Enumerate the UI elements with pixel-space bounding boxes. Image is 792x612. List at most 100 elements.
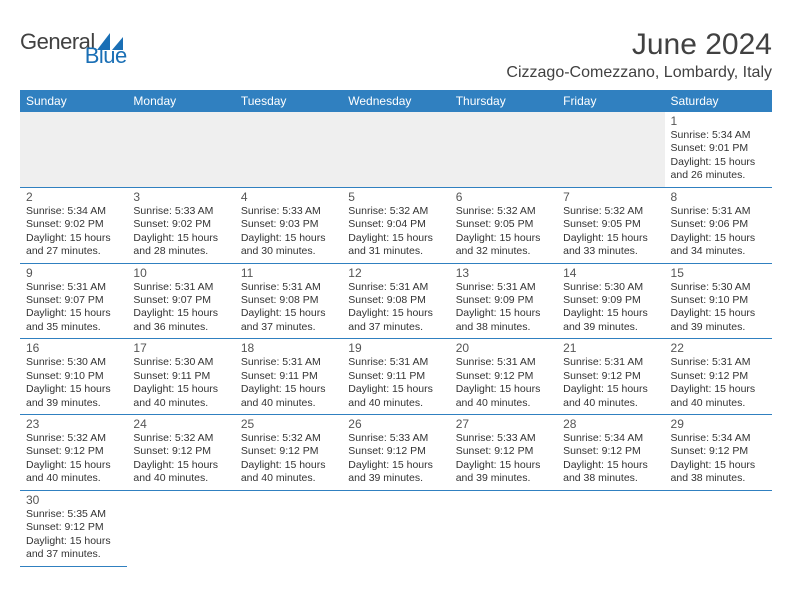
day-cell: 18Sunrise: 5:31 AMSunset: 9:11 PMDayligh… xyxy=(235,339,342,415)
day-cell: 30Sunrise: 5:35 AMSunset: 9:12 PMDayligh… xyxy=(20,490,127,566)
day-cell-empty xyxy=(342,112,449,187)
day-cell: 8Sunrise: 5:31 AMSunset: 9:06 PMDaylight… xyxy=(665,187,772,263)
weekday-header: Thursday xyxy=(450,90,557,112)
day-number: 30 xyxy=(26,493,121,507)
day-number: 17 xyxy=(133,341,228,355)
day-cell-empty xyxy=(342,490,449,566)
day-details: Sunrise: 5:32 AMSunset: 9:05 PMDaylight:… xyxy=(563,205,658,259)
day-details: Sunrise: 5:34 AMSunset: 9:01 PMDaylight:… xyxy=(671,129,766,183)
day-cell: 14Sunrise: 5:30 AMSunset: 9:09 PMDayligh… xyxy=(557,263,664,339)
calendar-row: 2Sunrise: 5:34 AMSunset: 9:02 PMDaylight… xyxy=(20,187,772,263)
day-cell: 29Sunrise: 5:34 AMSunset: 9:12 PMDayligh… xyxy=(665,415,772,491)
day-cell: 17Sunrise: 5:30 AMSunset: 9:11 PMDayligh… xyxy=(127,339,234,415)
weekday-header: Saturday xyxy=(665,90,772,112)
weekday-header: Tuesday xyxy=(235,90,342,112)
day-number: 23 xyxy=(26,417,121,431)
day-number: 20 xyxy=(456,341,551,355)
day-cell: 13Sunrise: 5:31 AMSunset: 9:09 PMDayligh… xyxy=(450,263,557,339)
day-cell: 7Sunrise: 5:32 AMSunset: 9:05 PMDaylight… xyxy=(557,187,664,263)
calendar-row: 30Sunrise: 5:35 AMSunset: 9:12 PMDayligh… xyxy=(20,490,772,566)
day-cell: 2Sunrise: 5:34 AMSunset: 9:02 PMDaylight… xyxy=(20,187,127,263)
day-cell-empty xyxy=(235,112,342,187)
day-details: Sunrise: 5:31 AMSunset: 9:12 PMDaylight:… xyxy=(563,356,658,410)
day-details: Sunrise: 5:31 AMSunset: 9:12 PMDaylight:… xyxy=(671,356,766,410)
calendar-row: 23Sunrise: 5:32 AMSunset: 9:12 PMDayligh… xyxy=(20,415,772,491)
day-details: Sunrise: 5:33 AMSunset: 9:12 PMDaylight:… xyxy=(348,432,443,486)
day-number: 12 xyxy=(348,266,443,280)
location-subtitle: Cizzago-Comezzano, Lombardy, Italy xyxy=(506,64,772,82)
day-cell: 26Sunrise: 5:33 AMSunset: 9:12 PMDayligh… xyxy=(342,415,449,491)
day-number: 2 xyxy=(26,190,121,204)
day-details: Sunrise: 5:34 AMSunset: 9:12 PMDaylight:… xyxy=(563,432,658,486)
calendar-table: Sunday Monday Tuesday Wednesday Thursday… xyxy=(20,90,772,567)
day-details: Sunrise: 5:32 AMSunset: 9:12 PMDaylight:… xyxy=(26,432,121,486)
day-cell: 5Sunrise: 5:32 AMSunset: 9:04 PMDaylight… xyxy=(342,187,449,263)
day-cell: 9Sunrise: 5:31 AMSunset: 9:07 PMDaylight… xyxy=(20,263,127,339)
day-cell: 20Sunrise: 5:31 AMSunset: 9:12 PMDayligh… xyxy=(450,339,557,415)
day-details: Sunrise: 5:31 AMSunset: 9:06 PMDaylight:… xyxy=(671,205,766,259)
day-cell: 24Sunrise: 5:32 AMSunset: 9:12 PMDayligh… xyxy=(127,415,234,491)
day-number: 7 xyxy=(563,190,658,204)
calendar-row: 9 Sunrise: 5:31 AMSunset: 9:07 PMDaylight… xyxy=(20,263,772,339)
day-details: Sunrise: 5:30 AMSunset: 9:11 PMDaylight:… xyxy=(133,356,228,410)
day-cell: 4Sunrise: 5:33 AMSunset: 9:03 PMDaylight… xyxy=(235,187,342,263)
calendar-row: 16Sunrise: 5:30 AMSunset: 9:10 PMDayligh… xyxy=(20,339,772,415)
day-number: 24 xyxy=(133,417,228,431)
day-cell: 3Sunrise: 5:33 AMSunset: 9:02 PMDaylight… xyxy=(127,187,234,263)
day-number: 22 xyxy=(671,341,766,355)
day-details: Sunrise: 5:31 AMSunset: 9:11 PMDaylight:… xyxy=(241,356,336,410)
day-details: Sunrise: 5:31 AMSunset: 9:07 PMDaylight:… xyxy=(133,281,228,335)
weekday-header: Friday xyxy=(557,90,664,112)
title-area: June 2024 Cizzago-Comezzano, Lombardy, I… xyxy=(506,28,772,82)
day-cell-empty xyxy=(127,112,234,187)
weekday-header: Sunday xyxy=(20,90,127,112)
day-cell: 16Sunrise: 5:30 AMSunset: 9:10 PMDayligh… xyxy=(20,339,127,415)
day-cell: 21Sunrise: 5:31 AMSunset: 9:12 PMDayligh… xyxy=(557,339,664,415)
day-cell: 25Sunrise: 5:32 AMSunset: 9:12 PMDayligh… xyxy=(235,415,342,491)
day-number: 27 xyxy=(456,417,551,431)
day-cell: 19Sunrise: 5:31 AMSunset: 9:11 PMDayligh… xyxy=(342,339,449,415)
day-details: Sunrise: 5:32 AMSunset: 9:04 PMDaylight:… xyxy=(348,205,443,259)
day-number: 4 xyxy=(241,190,336,204)
weekday-header-row: Sunday Monday Tuesday Wednesday Thursday… xyxy=(20,90,772,112)
day-cell-empty xyxy=(450,112,557,187)
weekday-header: Monday xyxy=(127,90,234,112)
day-details: Sunrise: 5:31 AMSunset: 9:08 PMDaylight:… xyxy=(241,281,336,335)
day-cell: 27Sunrise: 5:33 AMSunset: 9:12 PMDayligh… xyxy=(450,415,557,491)
day-cell: 22Sunrise: 5:31 AMSunset: 9:12 PMDayligh… xyxy=(665,339,772,415)
day-details: Sunrise: 5:31 AMSunset: 9:08 PMDaylight:… xyxy=(348,281,443,335)
day-number: 21 xyxy=(563,341,658,355)
day-number: 11 xyxy=(241,266,336,280)
day-details: Sunrise: 5:32 AMSunset: 9:12 PMDaylight:… xyxy=(133,432,228,486)
day-cell: 23Sunrise: 5:32 AMSunset: 9:12 PMDayligh… xyxy=(20,415,127,491)
day-number: 9 xyxy=(26,266,121,280)
day-details: Sunrise: 5:30 AMSunset: 9:10 PMDaylight:… xyxy=(26,356,121,410)
page-header: GeneralBlue June 2024 Cizzago-Comezzano,… xyxy=(20,28,772,82)
day-cell: 11Sunrise: 5:31 AMSunset: 9:08 PMDayligh… xyxy=(235,263,342,339)
day-number: 29 xyxy=(671,417,766,431)
day-cell-empty xyxy=(557,112,664,187)
day-number: 3 xyxy=(133,190,228,204)
day-details: Sunrise: 5:32 AMSunset: 9:05 PMDaylight:… xyxy=(456,205,551,259)
day-details: Sunrise: 5:31 AMSunset: 9:11 PMDaylight:… xyxy=(348,356,443,410)
day-number: 28 xyxy=(563,417,658,431)
day-number: 26 xyxy=(348,417,443,431)
day-number: 8 xyxy=(671,190,766,204)
day-details: Sunrise: 5:30 AMSunset: 9:09 PMDaylight:… xyxy=(563,281,658,335)
day-number: 1 xyxy=(671,114,766,128)
day-details: Sunrise: 5:35 AMSunset: 9:12 PMDaylight:… xyxy=(26,508,121,562)
day-number: 19 xyxy=(348,341,443,355)
day-number: 10 xyxy=(133,266,228,280)
day-details: Sunrise: 5:31 AMSunset: 9:09 PMDaylight:… xyxy=(456,281,551,335)
day-number: 16 xyxy=(26,341,121,355)
day-cell-empty xyxy=(557,490,664,566)
day-details: Sunrise: 5:33 AMSunset: 9:03 PMDaylight:… xyxy=(241,205,336,259)
day-details: Sunrise: 5:34 AMSunset: 9:02 PMDaylight:… xyxy=(26,205,121,259)
day-cell-empty xyxy=(450,490,557,566)
day-details: Sunrise: 5:33 AMSunset: 9:02 PMDaylight:… xyxy=(133,205,228,259)
day-cell: 28Sunrise: 5:34 AMSunset: 9:12 PMDayligh… xyxy=(557,415,664,491)
day-details: Sunrise: 5:32 AMSunset: 9:12 PMDaylight:… xyxy=(241,432,336,486)
day-cell: 6Sunrise: 5:32 AMSunset: 9:05 PMDaylight… xyxy=(450,187,557,263)
day-details: Sunrise: 5:33 AMSunset: 9:12 PMDaylight:… xyxy=(456,432,551,486)
day-details: Sunrise: 5:34 AMSunset: 9:12 PMDaylight:… xyxy=(671,432,766,486)
